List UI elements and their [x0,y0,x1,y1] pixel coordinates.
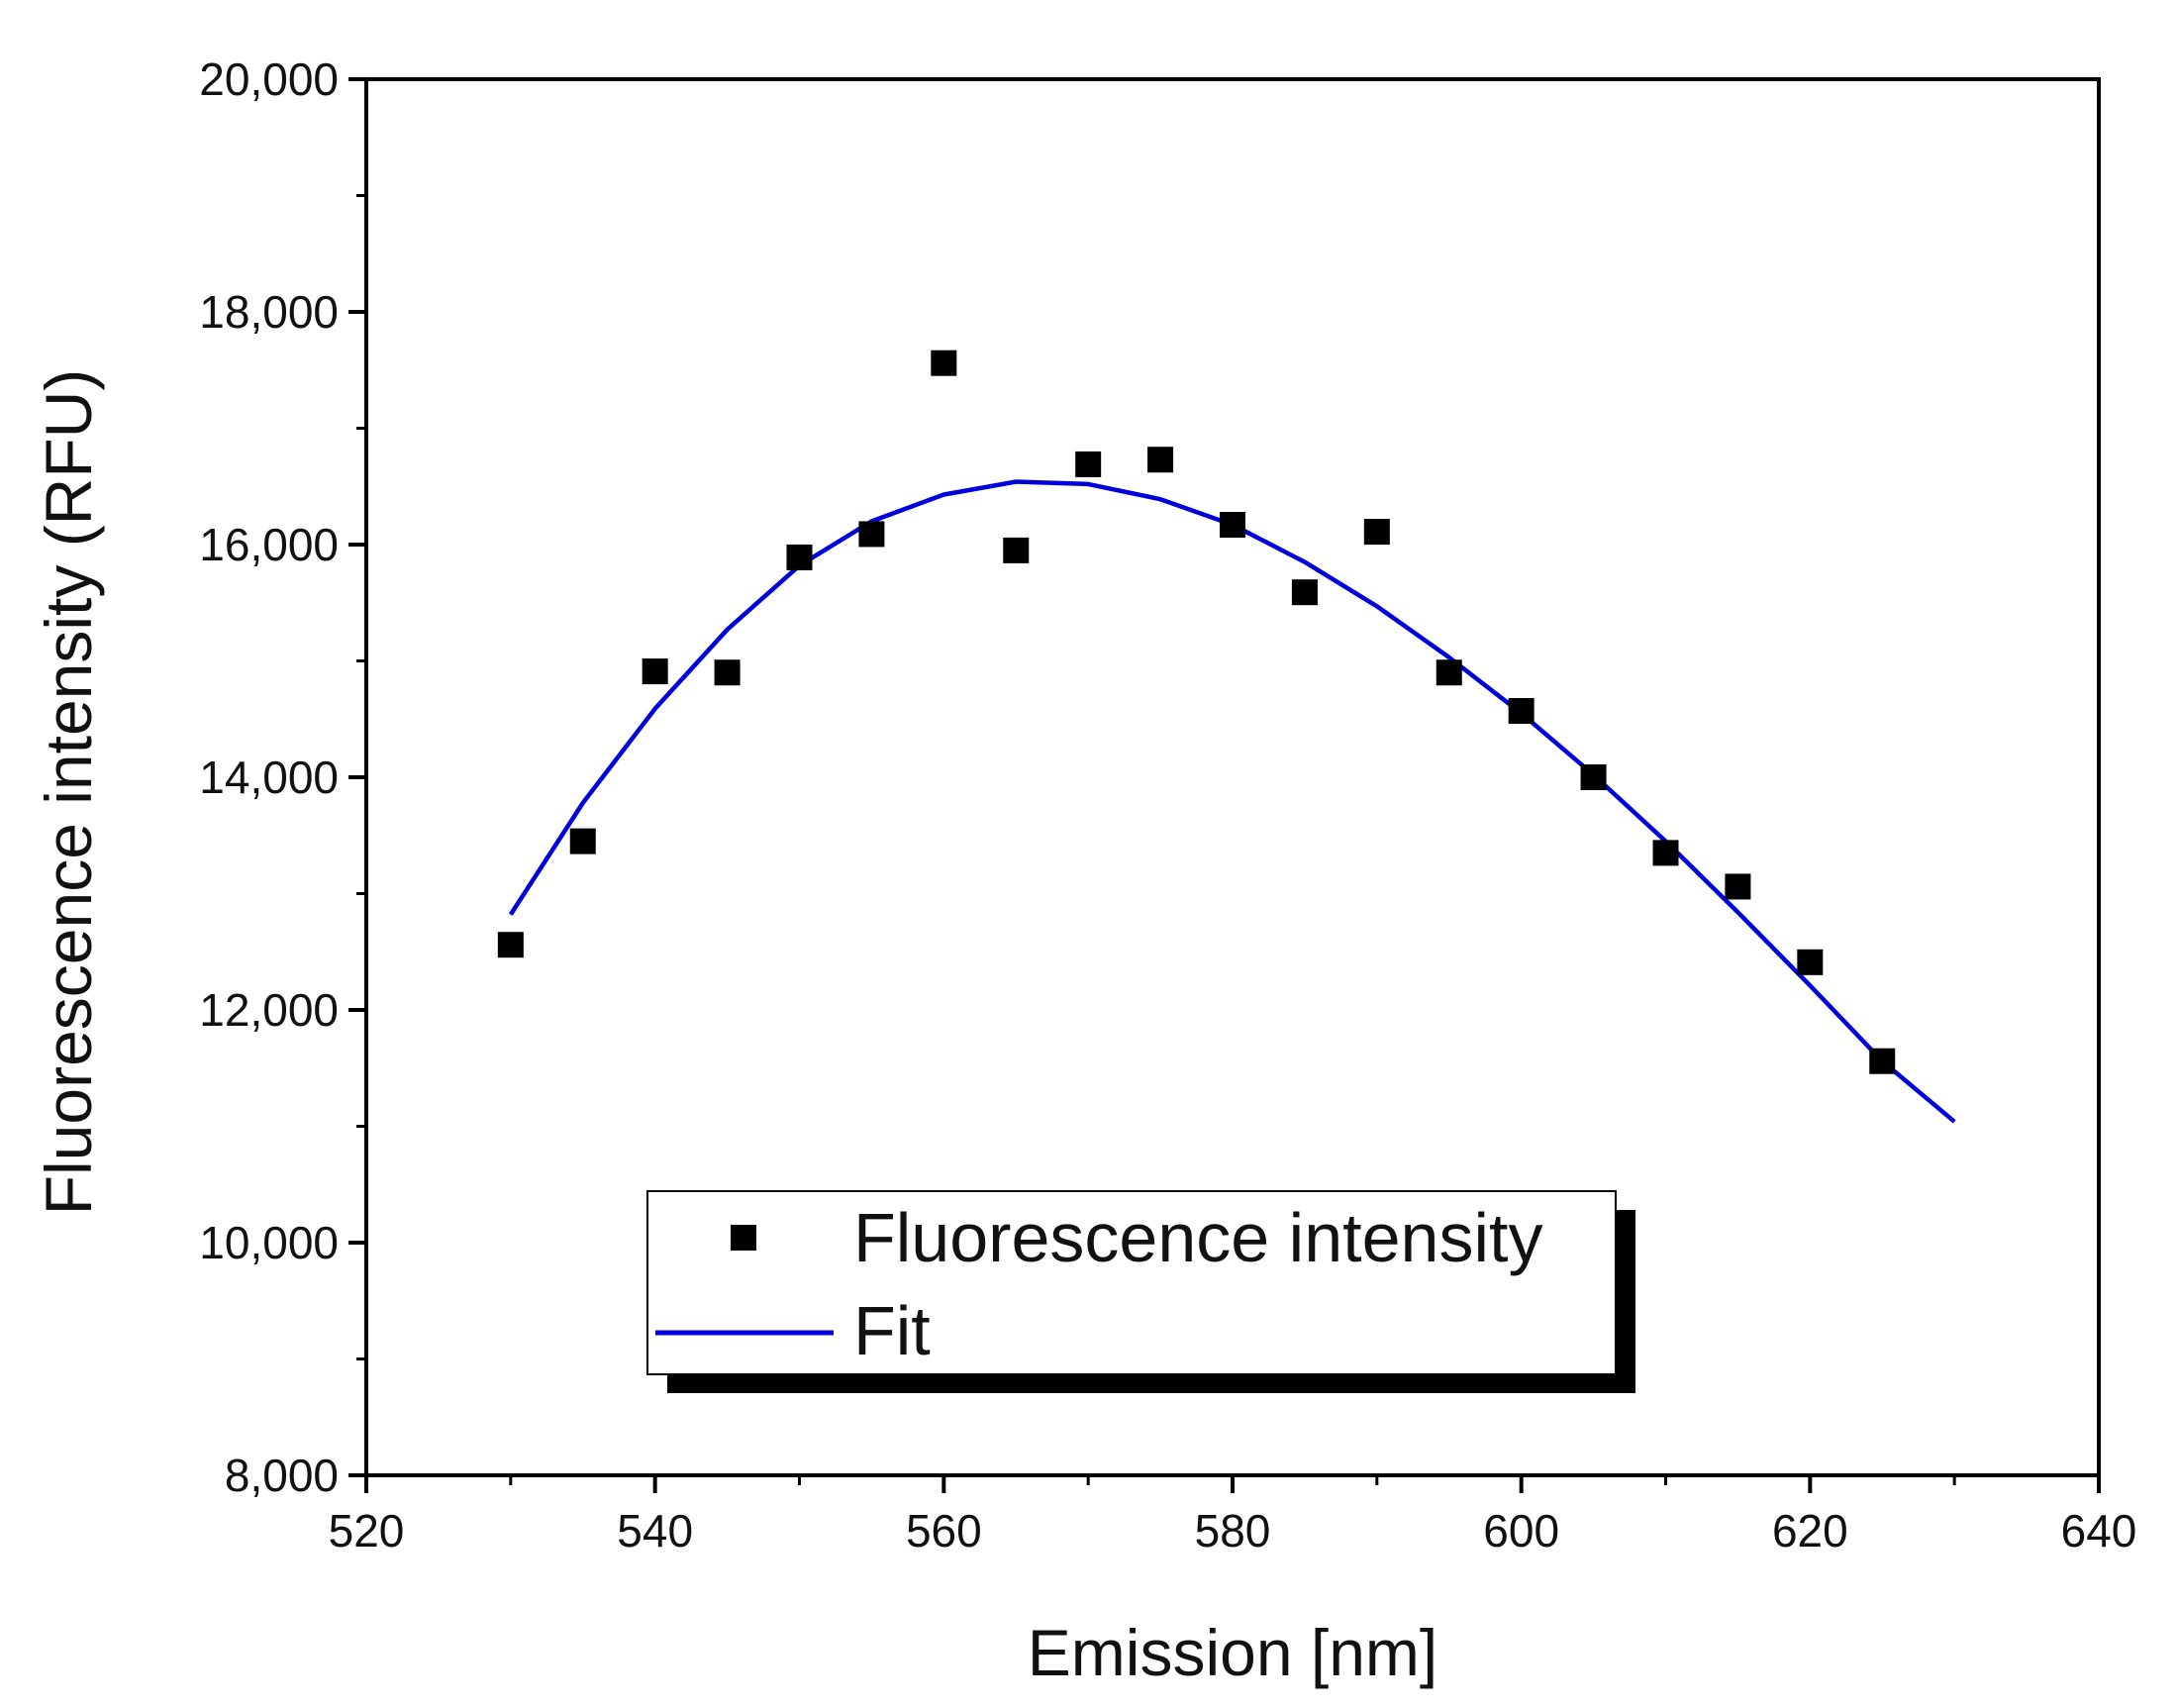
data-point [858,521,885,548]
data-point [1580,764,1607,790]
x-tick-label: 640 [2061,1505,2137,1557]
data-point [1725,873,1751,900]
data-point [714,659,741,686]
data-point [1220,512,1245,539]
y-tick-label: 16,000 [199,519,339,570]
x-tick-label: 580 [1195,1505,1271,1557]
y-tick-label: 8,000 [225,1450,339,1501]
y-tick-label: 10,000 [199,1217,339,1268]
fit-line [508,479,1956,1124]
x-axis-title: Emission [nm] [1028,1616,1437,1689]
data-point [642,658,668,685]
data-point [1291,579,1318,606]
data-point [1147,447,1174,473]
y-tick-label: 12,000 [199,984,339,1036]
data-point [497,932,524,958]
scatter-points [497,350,1896,1074]
y-axis-title: Fluorescence intensity (RFU) [32,369,105,1216]
x-tick-label: 540 [617,1505,693,1557]
data-point [1869,1048,1896,1074]
data-point [569,828,596,854]
data-point [1797,949,1824,975]
data-point [1003,537,1030,563]
x-tick-label: 560 [906,1505,982,1557]
legend-label-fit: Fit [853,1292,931,1369]
x-tick-label: 620 [1772,1505,1848,1557]
data-point [1508,698,1534,725]
data-point [931,350,957,376]
y-tick-label: 18,000 [199,286,339,338]
data-point [1436,659,1462,686]
plot-area-frame [364,77,2101,1477]
legend-marker-square [731,1225,756,1251]
fit-layer [508,479,1956,1124]
y-tick-label: 14,000 [199,752,339,803]
x-tick-label: 520 [329,1505,405,1557]
data-point [1652,840,1679,866]
y-tick-label: 20,000 [199,53,339,105]
legend-label-scatter: Fluorescence intensity [853,1199,1542,1276]
x-tick-label: 600 [1483,1505,1559,1557]
y-axis-ticks: 8,000 10,000 12,000 14,000 16,000 18,000 20,00… [199,53,366,1501]
data-point [1363,519,1390,546]
data-point [786,544,813,570]
legend: Fluorescence intensity Fit [646,1190,1635,1393]
data-point [1075,451,1102,477]
legend-box [646,1190,1617,1375]
x-axis-ticks: 520 540 560 580 600 620 640 [329,1475,2137,1557]
